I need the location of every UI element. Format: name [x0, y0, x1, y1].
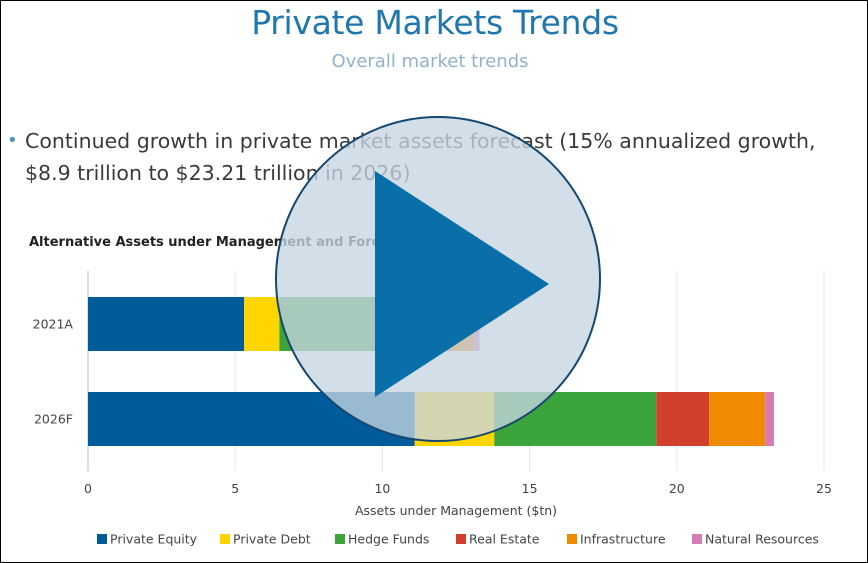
legend-swatch — [335, 534, 345, 544]
slide-title: Private Markets Trends — [251, 3, 619, 42]
legend-swatch — [692, 534, 702, 544]
legend-label: Real Estate — [469, 532, 540, 547]
legend-swatch — [567, 534, 577, 544]
y-tick-label: 2026F — [34, 412, 73, 427]
legend-label: Hedge Funds — [348, 532, 429, 547]
legend-swatch — [220, 534, 230, 544]
video-play-button[interactable] — [273, 114, 603, 444]
legend-item: Natural Resources — [692, 532, 819, 547]
legend-item: Hedge Funds — [335, 532, 429, 547]
legend-label: Natural Resources — [705, 532, 819, 547]
y-axis-labels: 2021A 2026F — [33, 317, 74, 427]
legend-item: Private Equity — [97, 532, 198, 547]
x-tick-label: 25 — [816, 481, 832, 496]
bullet-dot-icon: • — [7, 130, 18, 151]
legend-item: Real Estate — [456, 532, 540, 547]
legend-label: Private Equity — [110, 532, 198, 547]
legend-label: Infrastructure — [580, 532, 666, 547]
bar-segment — [656, 392, 710, 446]
legend-item: Infrastructure — [567, 532, 666, 547]
x-axis-ticks: 0 5 10 15 20 25 — [84, 481, 832, 496]
bar-segment — [709, 392, 766, 446]
legend-label: Private Debt — [233, 532, 311, 547]
x-tick-label: 10 — [374, 481, 390, 496]
x-axis-label: Assets under Management ($tn) — [355, 503, 557, 518]
bar-segment — [765, 392, 774, 446]
x-tick-label: 15 — [522, 481, 538, 496]
bar-segment — [244, 297, 280, 351]
legend-swatch — [456, 534, 466, 544]
x-tick-label: 5 — [231, 481, 239, 496]
legend-item: Private Debt — [220, 532, 311, 547]
slide-subtitle: Overall market trends — [331, 51, 529, 72]
x-tick-label: 0 — [84, 481, 92, 496]
play-icon[interactable] — [375, 171, 549, 397]
chart-legend: Private Equity Private Debt Hedge Funds Rea… — [97, 532, 819, 547]
y-tick-label: 2021A — [33, 317, 74, 332]
legend-swatch — [97, 534, 107, 544]
bar-segment — [88, 297, 245, 351]
x-tick-label: 20 — [669, 481, 685, 496]
